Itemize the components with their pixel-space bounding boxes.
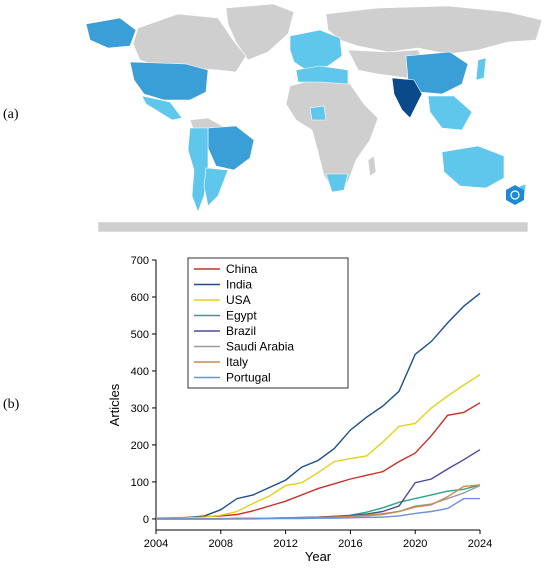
y-tick-label: 700 <box>131 255 149 267</box>
y-tick-label: 200 <box>131 440 149 452</box>
legend-label: USA <box>226 293 251 307</box>
region-russia <box>325 5 543 55</box>
y-tick-label: 100 <box>131 477 149 489</box>
region-japan <box>475 57 487 81</box>
legend-label: Egypt <box>226 309 257 323</box>
panel-label-a: (a) <box>3 107 19 122</box>
legend-label: Portugal <box>226 371 271 385</box>
hexagon-badge-icon <box>506 185 524 205</box>
region-europe <box>289 29 343 71</box>
region-australia <box>441 145 505 189</box>
x-tick-label: 2024 <box>468 538 492 550</box>
region-usa <box>129 61 209 101</box>
region-india <box>391 77 423 119</box>
y-tick-label: 600 <box>131 292 149 304</box>
series-line-india <box>155 292 481 520</box>
y-tick-label: 400 <box>131 366 149 378</box>
region-greenland <box>225 3 295 61</box>
region-canada <box>132 13 247 73</box>
legend-box <box>187 257 349 389</box>
region-andes <box>187 127 209 213</box>
region-brazil <box>207 125 255 171</box>
world-map-svg <box>85 3 543 233</box>
legend-label: Italy <box>226 355 248 369</box>
chart-svg: 0 100 200 300 400 500 600 700 2004 2008 2012 2016 20… <box>107 255 492 564</box>
region-nigeria <box>309 105 327 121</box>
x-tick-label: 2012 <box>273 538 297 550</box>
region-africa <box>285 77 379 191</box>
series-line-usa <box>155 374 481 520</box>
y-axis-label: Articles <box>107 383 122 426</box>
region-antarctica-strip <box>97 221 529 233</box>
region-south-africa <box>325 173 349 193</box>
series-line-saudi-arabia <box>156 484 481 520</box>
region-madagascar <box>367 155 377 177</box>
legend-label: Saudi Arabia <box>226 340 294 354</box>
region-se-asia <box>427 95 473 131</box>
y-tick-label: 300 <box>131 403 149 415</box>
legend-label: India <box>226 278 252 292</box>
series-line-egypt <box>156 484 481 520</box>
y-tick-label: 500 <box>131 329 149 341</box>
legend-label: China <box>226 262 258 276</box>
world-map <box>58 0 544 233</box>
x-tick-label: 2016 <box>338 538 362 550</box>
x-tick-label: 2020 <box>403 538 427 550</box>
x-axis-label: Year <box>305 549 332 563</box>
region-north-africa <box>295 65 349 85</box>
region-alaska <box>85 17 137 49</box>
x-tick-label: 2004 <box>144 538 168 550</box>
region-argentina <box>203 167 229 207</box>
x-tick-label: 2008 <box>209 538 233 550</box>
panel-label-b: (b) <box>3 397 20 412</box>
series-line-italy <box>156 484 481 520</box>
series-line-portugal <box>156 497 480 520</box>
legend-label: Brazil <box>226 324 256 338</box>
y-tick-label: 0 <box>143 514 149 526</box>
line-chart: 0 100 200 300 400 500 600 700 2004 2008 2012 2016 20… <box>100 252 540 564</box>
region-mexico <box>141 95 183 121</box>
